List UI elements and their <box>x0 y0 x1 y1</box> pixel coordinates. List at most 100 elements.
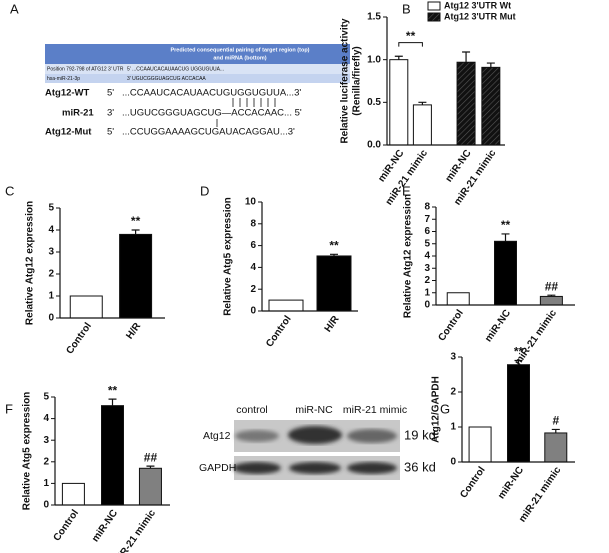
bar <box>507 364 530 463</box>
bar <box>119 233 153 319</box>
y-tick-label: 1 <box>424 287 430 298</box>
bar <box>539 295 563 306</box>
band <box>347 462 397 474</box>
x-tick-label: miR-NC <box>496 465 526 501</box>
panel-a: A Predicted consequential pairing of tar… <box>10 1 350 138</box>
y-tick-label: 1 <box>450 422 456 433</box>
bar <box>544 432 568 463</box>
y-tick-label: 2 <box>43 456 49 467</box>
bar <box>138 467 162 506</box>
row-seq: 3' UGUCGGGUAGCUG ACCACAA <box>127 76 206 82</box>
x-tick-label: Control <box>64 321 94 357</box>
y-tick-label: 6 <box>424 226 430 237</box>
significance-label: ## <box>144 450 158 464</box>
bar <box>456 61 476 146</box>
y-tick-label: 3 <box>424 263 430 274</box>
y-tick-label: 2 <box>250 284 256 295</box>
y-tick-label: 3 <box>43 435 49 446</box>
band <box>235 430 279 442</box>
seq: ...UGUCGGGUAGCUG—ACCACAAC... 5' <box>122 108 302 119</box>
y-tick-label: 0.5 <box>367 97 381 108</box>
y-axis-label: Relative luciferase activity <box>340 18 351 144</box>
band <box>289 462 341 474</box>
y-tick-label: 1.0 <box>367 54 381 65</box>
size-label: 36 kd <box>404 459 436 474</box>
error-bar <box>108 398 117 406</box>
band <box>288 426 342 444</box>
x-tick-label: Control <box>264 314 294 350</box>
panel-label: D <box>200 183 209 198</box>
y-tick-label: 0 <box>48 313 54 324</box>
chart: F Relative Atg5 expression 0 1 2 3 4 5 ** ## Contr… <box>5 383 170 553</box>
y-tick-label: 2 <box>450 387 456 398</box>
y-tick-label: 5 <box>43 392 49 403</box>
significance-bracket <box>398 42 423 47</box>
y-tick-label: 0 <box>424 300 430 311</box>
blot: control miR-NC miR-21 mimic Atg12 GAPDH … <box>199 404 436 480</box>
bar <box>412 104 432 146</box>
x-tick-label: Control <box>458 465 488 501</box>
y-axis-label: (Renilla/firefly) <box>352 46 363 115</box>
y-tick-label: 1 <box>43 478 49 489</box>
y-axis-label: Atg12/GAPDH <box>431 376 442 443</box>
bar <box>389 59 409 146</box>
y-tick-label: 10 <box>245 197 257 208</box>
error-bar <box>330 253 338 256</box>
significance-label: ** <box>406 29 416 43</box>
header-text: Predicted consequential pairing of targe… <box>170 47 309 53</box>
bar <box>481 66 501 146</box>
error-bar <box>486 62 495 68</box>
significance-label: ** <box>131 214 141 228</box>
x-tick-label: miR-NC <box>90 508 120 544</box>
row-label: Position 792-798 of ATG12 3' UTR <box>47 66 124 72</box>
y-tick-label: 3 <box>450 352 456 363</box>
panel-label: A <box>10 1 19 16</box>
x-tick-label: H/R <box>124 320 143 341</box>
y-tick-label: 4 <box>424 251 430 262</box>
error-bar <box>501 233 510 242</box>
bar <box>316 255 352 312</box>
y-tick-label: 0 <box>250 306 256 317</box>
seq: ...CCAAUCACAUAACUGUGGUGUUA...3' <box>122 88 301 99</box>
significance-label: ** <box>108 383 118 397</box>
significance-label: ** <box>514 345 524 359</box>
y-tick-label: 3 <box>48 247 54 258</box>
panel-label: E <box>402 183 411 198</box>
lane-label: control <box>236 404 268 416</box>
row-seq: 5' ...CCAAUCACAUAACUG UGGUGUUA... <box>127 66 224 72</box>
panel-label: B <box>402 1 411 16</box>
y-axis-label: Relative Atg5 expression <box>22 392 33 511</box>
pairing-lines <box>216 98 276 127</box>
x-tick-label: miR-NC <box>483 308 513 344</box>
y-tick-label: 0 <box>43 500 49 511</box>
header-box <box>45 44 350 64</box>
y-tick-label: 5 <box>48 203 54 214</box>
bar <box>268 299 304 312</box>
row-box <box>45 64 350 74</box>
bar <box>61 482 85 506</box>
y-tick-label: 4 <box>43 413 49 424</box>
legend-label: Atg12 3'UTR Mut <box>444 11 516 21</box>
seq-name: Atg12-WT <box>45 88 90 99</box>
bar <box>494 240 517 306</box>
bar <box>446 292 470 306</box>
error-bar <box>394 55 403 60</box>
seq-end: 5' <box>107 88 114 99</box>
x-tick-label: Control <box>436 308 466 344</box>
seq-name: Atg12-Mut <box>45 127 92 138</box>
significance-label: ** <box>501 218 511 232</box>
y-axis-label: Relative Atg12 expression <box>25 201 36 325</box>
legend-swatch <box>427 1 441 11</box>
y-tick-label: 1 <box>48 291 54 302</box>
seq-name: miR-21 <box>62 108 94 119</box>
error-bar <box>131 229 140 235</box>
chart: B Relative luciferase activity (Renilla/fi… <box>340 0 516 207</box>
size-label: 19 kd <box>404 427 436 442</box>
lane-label: miR-21 mimic <box>343 404 407 416</box>
y-tick-label: 4 <box>250 262 256 273</box>
seq-end: 5' <box>107 127 114 138</box>
y-axis-label: Relative Atg12 expression <box>403 194 414 318</box>
y-tick-label: 2 <box>424 275 430 286</box>
